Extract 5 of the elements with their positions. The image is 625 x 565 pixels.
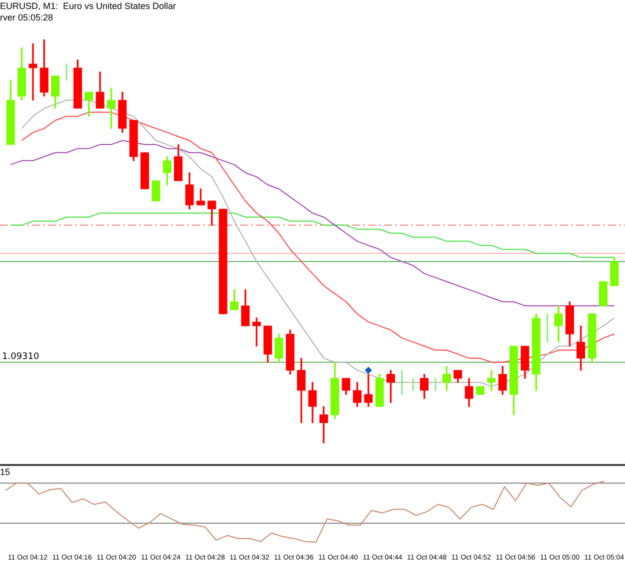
annotation: 1.09310 (2, 352, 40, 362)
candlestick (28, 43, 38, 101)
chart-title: 15 (0, 466, 10, 477)
chart-subtitle: rver 05:05:28 (0, 12, 54, 23)
chart-title: EURUSD, M1: Euro vs United States Dollar (0, 0, 176, 11)
